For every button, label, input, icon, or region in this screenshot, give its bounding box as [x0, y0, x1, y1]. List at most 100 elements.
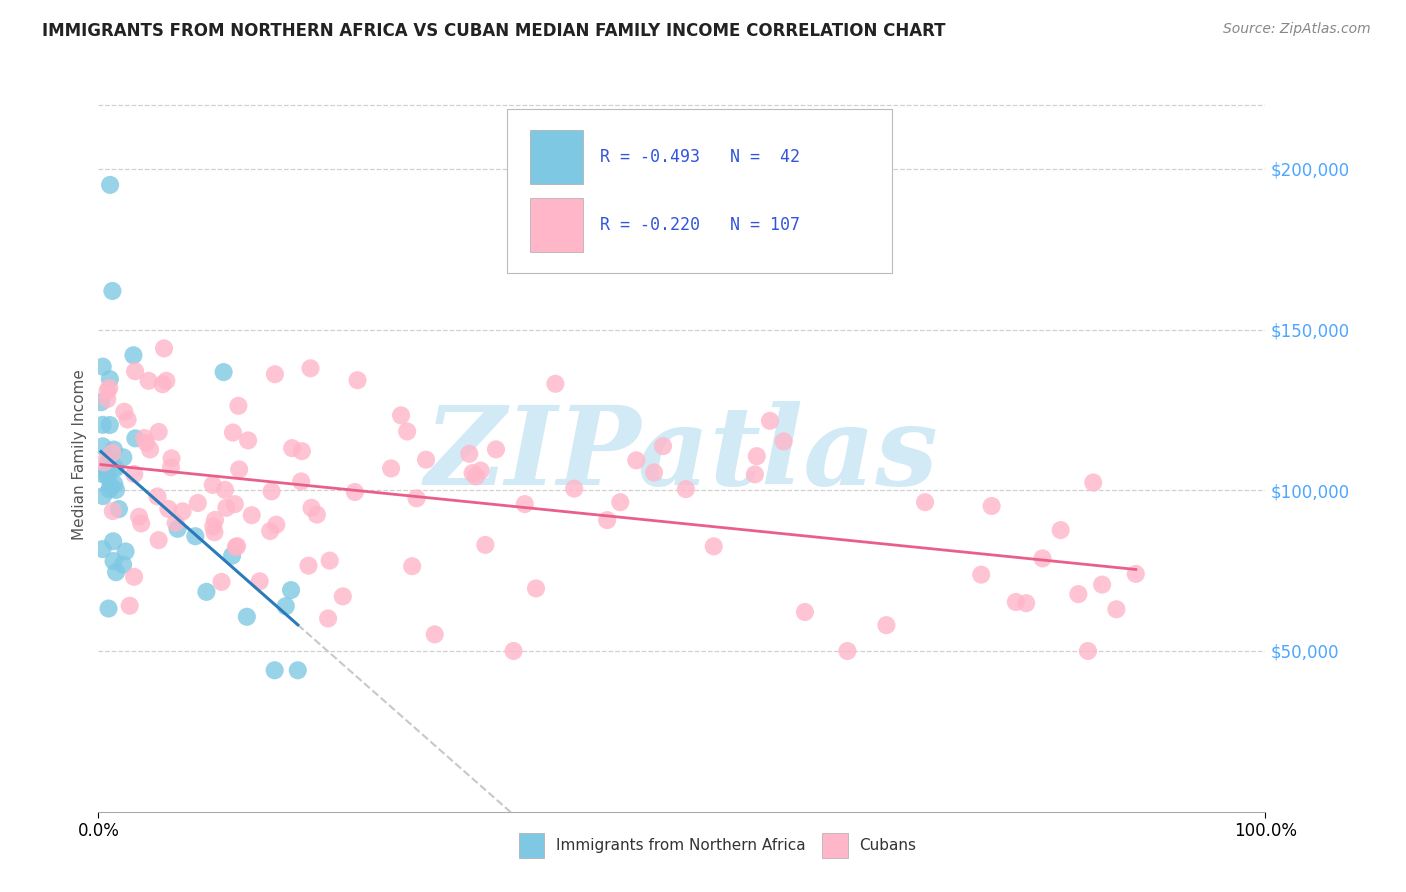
Point — [114, 544, 136, 558]
Point — [513, 497, 536, 511]
Text: IMMIGRANTS FROM NORTHERN AFRICA VS CUBAN MEDIAN FAMILY INCOME CORRELATION CHART: IMMIGRANTS FROM NORTHERN AFRICA VS CUBAN… — [42, 22, 946, 40]
Point — [202, 519, 225, 533]
Text: ZIPatlas: ZIPatlas — [425, 401, 939, 508]
Point — [290, 475, 312, 489]
Point — [118, 599, 141, 613]
Point — [122, 348, 145, 362]
Point — [166, 522, 188, 536]
Point — [609, 495, 631, 509]
Point — [98, 372, 121, 386]
Point — [291, 444, 314, 458]
Point — [461, 466, 484, 480]
Point — [226, 539, 249, 553]
Point — [103, 442, 125, 457]
Point — [202, 525, 225, 540]
Point — [346, 373, 368, 387]
Point — [98, 417, 121, 432]
Point — [124, 364, 146, 378]
Bar — [823, 833, 848, 858]
Point — [96, 392, 118, 407]
Point — [502, 644, 524, 658]
Point — [201, 478, 224, 492]
Point — [225, 540, 247, 554]
Point — [305, 508, 328, 522]
Point — [544, 376, 567, 391]
Point — [101, 284, 124, 298]
Point — [97, 601, 120, 615]
Point — [96, 384, 118, 398]
Point — [152, 377, 174, 392]
Point — [703, 540, 725, 554]
Point — [759, 414, 782, 428]
Point — [160, 451, 183, 466]
Bar — [519, 833, 544, 858]
Point — [423, 627, 446, 641]
Point — [172, 504, 194, 518]
Point — [221, 549, 243, 563]
Point — [148, 425, 170, 439]
Point — [91, 489, 114, 503]
Point — [96, 466, 118, 480]
Point — [675, 482, 697, 496]
Point — [224, 497, 246, 511]
Point — [626, 453, 648, 467]
Point — [124, 467, 146, 481]
Point — [129, 516, 152, 531]
Text: R = -0.493   N =  42: R = -0.493 N = 42 — [600, 148, 800, 166]
Point — [91, 439, 114, 453]
Point — [215, 500, 238, 515]
Text: Immigrants from Northern Africa: Immigrants from Northern Africa — [555, 838, 806, 853]
Point — [146, 490, 169, 504]
Point — [228, 399, 250, 413]
Point — [93, 455, 115, 469]
Point — [105, 483, 128, 497]
Point — [1091, 577, 1114, 591]
Text: Source: ZipAtlas.com: Source: ZipAtlas.com — [1223, 22, 1371, 37]
Point — [100, 451, 122, 466]
Point — [165, 516, 187, 530]
Point — [562, 482, 585, 496]
Point — [389, 409, 412, 423]
Point — [970, 567, 993, 582]
Point — [1077, 644, 1099, 658]
FancyBboxPatch shape — [506, 109, 891, 273]
Point — [98, 178, 121, 192]
Point — [204, 513, 226, 527]
Point — [318, 553, 340, 567]
Point — [1067, 587, 1090, 601]
Point — [280, 583, 302, 598]
Point — [652, 439, 675, 453]
Point — [91, 467, 114, 482]
Point — [101, 504, 124, 518]
Point — [266, 517, 288, 532]
Point — [103, 460, 125, 475]
Point — [380, 461, 402, 475]
Point — [485, 442, 508, 457]
Point — [914, 495, 936, 509]
Point — [160, 460, 183, 475]
Point — [91, 417, 114, 432]
Point — [274, 599, 297, 614]
Point — [1004, 595, 1026, 609]
Point — [772, 434, 794, 449]
Point — [401, 559, 423, 574]
Point — [470, 464, 492, 478]
Point — [222, 425, 245, 440]
Point — [104, 461, 127, 475]
Point — [249, 574, 271, 589]
Point — [1105, 602, 1128, 616]
Point — [195, 585, 218, 599]
Point — [875, 618, 897, 632]
Point — [211, 574, 233, 589]
Point — [117, 412, 139, 426]
Point — [396, 425, 419, 439]
Text: R = -0.220   N = 107: R = -0.220 N = 107 — [600, 216, 800, 234]
Point — [96, 469, 118, 483]
Point — [108, 502, 131, 516]
Point — [157, 502, 180, 516]
Point — [212, 365, 235, 379]
Point — [98, 381, 121, 395]
Point — [138, 374, 160, 388]
Point — [260, 484, 283, 499]
Point — [139, 442, 162, 457]
